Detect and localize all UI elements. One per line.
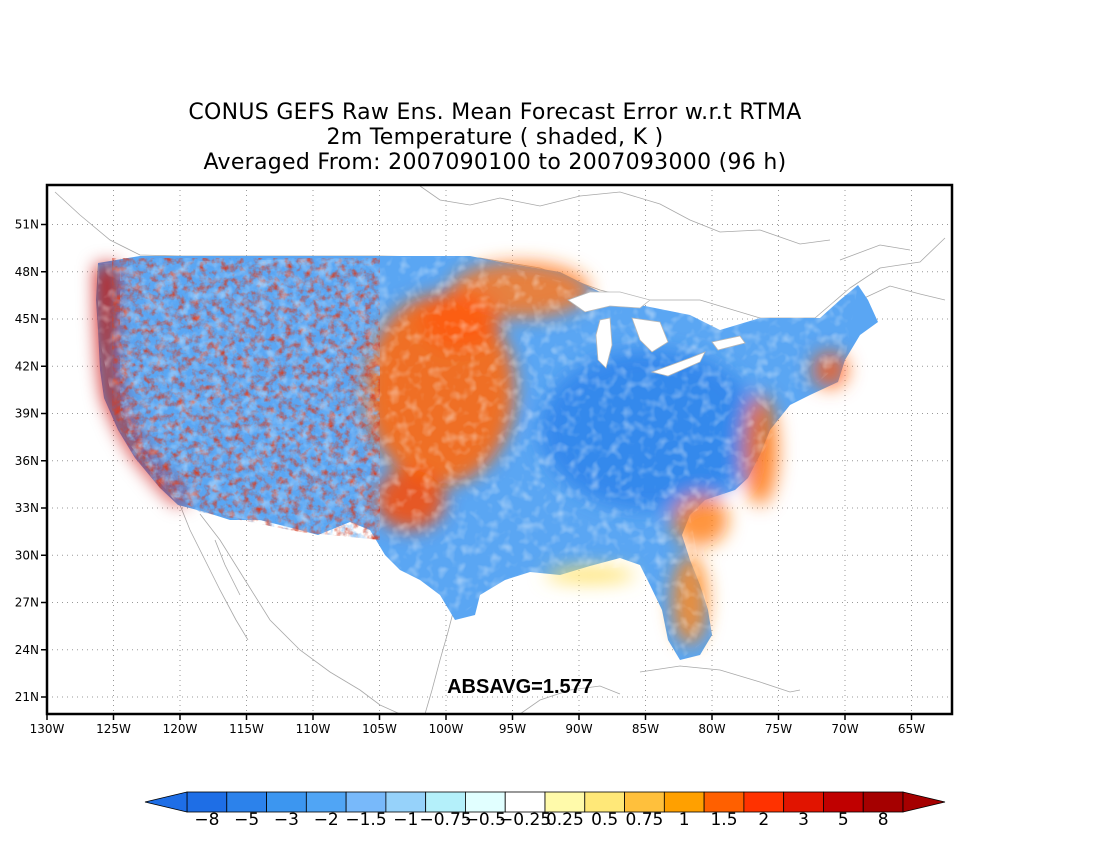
lon-tick-label: 110W — [296, 722, 331, 736]
lat-tick-label: 39N — [15, 407, 39, 421]
lat-tick-label: 21N — [15, 690, 39, 704]
gulf-yucatan-outline — [519, 685, 621, 714]
colorbar-swatch — [703, 791, 745, 813]
colorbar-label: −3 — [274, 810, 299, 830]
lon-tick-label: 85W — [632, 722, 659, 736]
lon-tick-label: 75W — [765, 722, 792, 736]
figure-title: CONUS GEFS Raw Ens. Mean Forecast Error … — [0, 100, 990, 175]
colorbar-swatch — [465, 791, 506, 813]
lon-tick-label: 95W — [499, 722, 526, 736]
lat-tick-label: 27N — [15, 596, 39, 610]
colorbar-swatch — [624, 791, 665, 813]
colorbar-swatch — [266, 791, 307, 813]
lat-tick-label: 36N — [15, 454, 39, 468]
colorbar-label: 0.25 — [546, 810, 584, 830]
colorbar-label: −0.75 — [420, 810, 472, 830]
plot-frame — [45, 183, 954, 716]
colorbar-label: 5 — [838, 810, 849, 830]
colorbar-swatch — [544, 791, 586, 813]
lon-tick-label: 100W — [429, 722, 464, 736]
baja-outline — [179, 504, 249, 641]
colorbar-swatch — [823, 791, 864, 813]
colorbar-swatch — [425, 791, 466, 813]
colorbar-swatch — [783, 791, 824, 813]
colorbar-label: 0.5 — [591, 810, 618, 830]
colorbar-label: −1.5 — [345, 810, 386, 830]
lon-tick-label: 105W — [362, 722, 397, 736]
lon-tick-label: 130W — [30, 722, 65, 736]
cuba-outline — [639, 665, 801, 693]
colorbar-swatch — [186, 791, 228, 813]
temperature-error-field — [96, 256, 878, 660]
colorbar-high-arrow — [902, 791, 946, 813]
lat-tick-label: 48N — [15, 265, 39, 279]
colorbar-low-arrow — [144, 791, 188, 813]
mexico-outline — [199, 513, 456, 714]
lat-tick-label: 33N — [15, 501, 39, 515]
lat-tick-label: 24N — [15, 643, 39, 657]
colorbar-label: −2 — [314, 810, 339, 830]
colorbar-label: −5 — [234, 810, 259, 830]
colorbar-label: 8 — [878, 810, 889, 830]
colorbar-swatch — [743, 791, 785, 813]
lat-tick-label: 51N — [15, 218, 39, 232]
lake-ontario — [711, 335, 746, 351]
absavg-annotation: ABSAVG=1.577 — [447, 676, 593, 698]
colorbar-swatch — [226, 791, 267, 813]
lat-tick-label: 42N — [15, 359, 39, 373]
colorbar-label: 2 — [758, 810, 769, 830]
field-texture — [98, 256, 858, 660]
lon-tick-label: 115W — [229, 722, 264, 736]
colorbar-swatch — [584, 791, 625, 813]
great-lakes — [567, 291, 746, 377]
colorbar-label: 3 — [798, 810, 809, 830]
lat-tick-label: 45N — [15, 312, 39, 326]
colorbar-swatch — [504, 791, 546, 813]
colorbar-swatch — [385, 791, 427, 813]
lake-superior — [567, 291, 651, 313]
map-axes: 130W 125W 120W 115W 110W 105W 100W 95W 90W 85W 80W… — [15, 218, 925, 737]
colorbar-label: 1 — [679, 810, 690, 830]
lon-tick-label: 120W — [163, 722, 198, 736]
colorbar-swatch — [305, 791, 347, 813]
colorbar-label: −0.5 — [465, 810, 506, 830]
maritimes-outline — [839, 244, 946, 301]
lon-tick-label: 90W — [565, 722, 592, 736]
title-line-1: CONUS GEFS Raw Ens. Mean Forecast Error … — [188, 100, 802, 125]
colorbar-swatch — [345, 791, 387, 813]
colorbar-label: −8 — [194, 810, 219, 830]
lake-erie — [650, 351, 706, 377]
lon-tick-label: 125W — [96, 722, 131, 736]
lon-tick-label: 80W — [698, 722, 725, 736]
colorbar-label: 1.5 — [710, 810, 737, 830]
lat-tick-label: 30N — [15, 548, 39, 562]
colorbar-swatch — [862, 791, 904, 813]
lon-tick-label: 65W — [898, 722, 925, 736]
colorbar-label: −0.25 — [499, 810, 551, 830]
title-line-2: 2m Temperature ( shaded, K ) — [326, 125, 664, 150]
colorbar-swatch — [663, 791, 705, 813]
colorbar: −8 −5 −3 −2 −1.5 −1 −0.75−0.5−0.250.25 0.5 0.75 1… — [144, 791, 946, 830]
colorbar-label: 0.75 — [626, 810, 664, 830]
lon-tick-label: 70W — [831, 722, 858, 736]
hudson-outline — [419, 185, 831, 245]
lake-huron — [631, 317, 669, 353]
colorbar-label: −1 — [393, 810, 418, 830]
lake-michigan — [595, 317, 613, 369]
title-line-3: Averaged From: 2007090100 to 2007093000 … — [203, 150, 787, 175]
